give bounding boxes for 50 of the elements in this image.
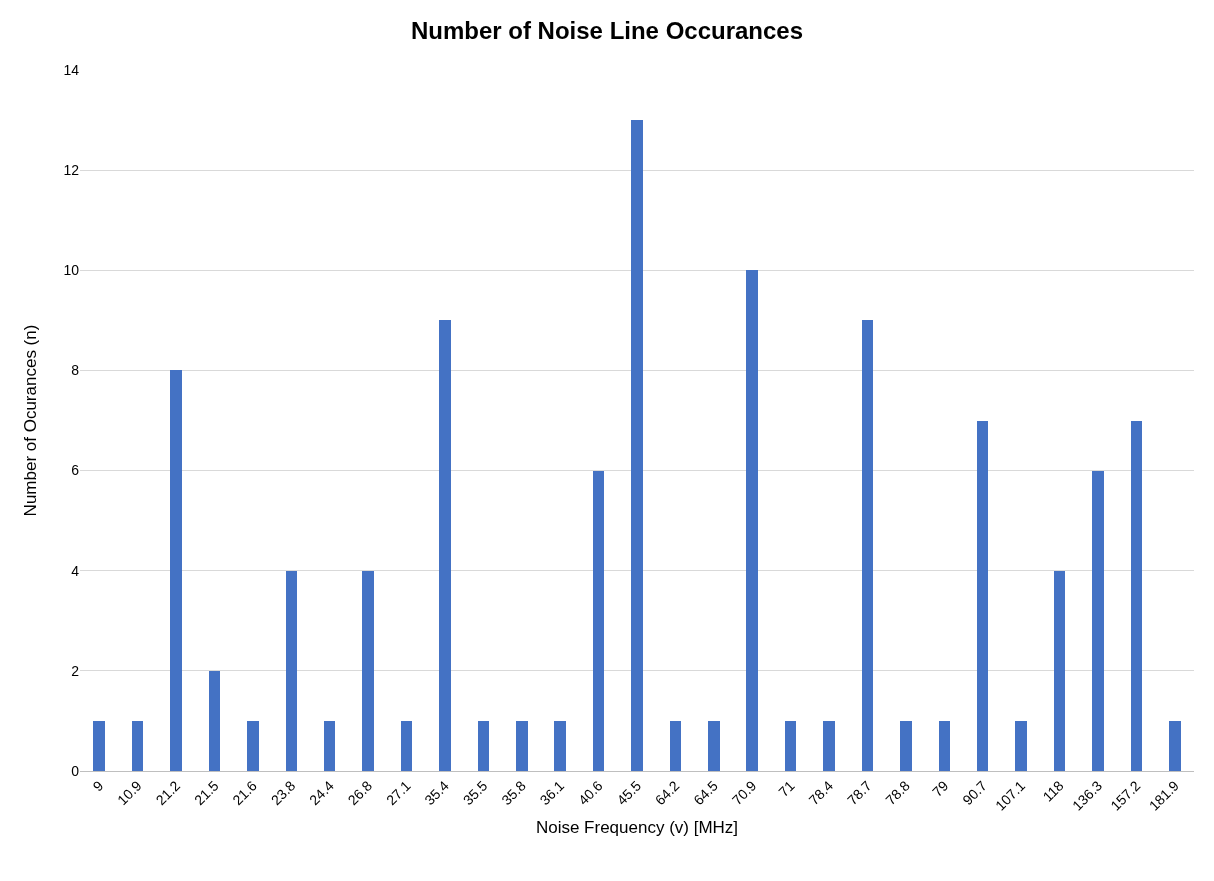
- x-tick-label: 78.4: [805, 777, 837, 809]
- x-tick-label: 71: [775, 777, 798, 800]
- x-tick-label: 79: [929, 777, 952, 800]
- x-tick-label: 78.8: [882, 777, 914, 809]
- bar: [439, 320, 451, 771]
- bar: [593, 471, 604, 771]
- bar: [939, 721, 950, 771]
- bar: [862, 320, 873, 771]
- bar: [286, 571, 297, 771]
- bar: [670, 721, 681, 771]
- y-tick-label: 14: [63, 61, 80, 78]
- bar: [93, 721, 105, 771]
- x-tick-label: 118: [1039, 777, 1067, 805]
- y-tick-label: 0: [71, 762, 80, 779]
- y-tick-label: 8: [71, 362, 80, 379]
- bar: [516, 721, 528, 771]
- bar: [324, 721, 335, 771]
- x-axis-title: Noise Frequency (v) [MHz]: [535, 818, 739, 838]
- x-tick-label: 70.9: [728, 777, 760, 809]
- x-tick-label: 45.5: [613, 777, 645, 809]
- y-tick-label: 12: [63, 162, 80, 179]
- bar: [1169, 721, 1181, 771]
- bar: [746, 270, 758, 771]
- bar: [170, 370, 182, 771]
- chart-title: Number of Noise Line Occurances: [410, 16, 804, 44]
- bar: [1131, 421, 1142, 771]
- bar: [1015, 721, 1027, 771]
- bar: [977, 421, 988, 771]
- bar: [823, 721, 835, 771]
- bar: [478, 721, 489, 771]
- bar: [554, 721, 566, 771]
- bar: [132, 721, 143, 771]
- bar: [247, 721, 259, 771]
- y-tick-label: 4: [71, 562, 80, 579]
- bar: [708, 721, 720, 771]
- bar: [1054, 571, 1065, 771]
- bar: [362, 571, 374, 771]
- bar: [631, 120, 643, 771]
- y-tick-label: 10: [63, 262, 80, 279]
- x-tick-label: 40.6: [575, 777, 606, 809]
- y-tick-label: 6: [71, 462, 80, 479]
- bar: [209, 671, 220, 771]
- bar: [785, 721, 796, 771]
- bar: [401, 721, 412, 771]
- x-tick-label: 9: [89, 777, 107, 795]
- y-axis-title: Number of Ocurances (n): [21, 324, 40, 517]
- bar: [1092, 471, 1104, 771]
- bar: [900, 721, 912, 771]
- y-tick-label: 2: [71, 662, 80, 679]
- x-tick-label: 36.1: [536, 777, 568, 809]
